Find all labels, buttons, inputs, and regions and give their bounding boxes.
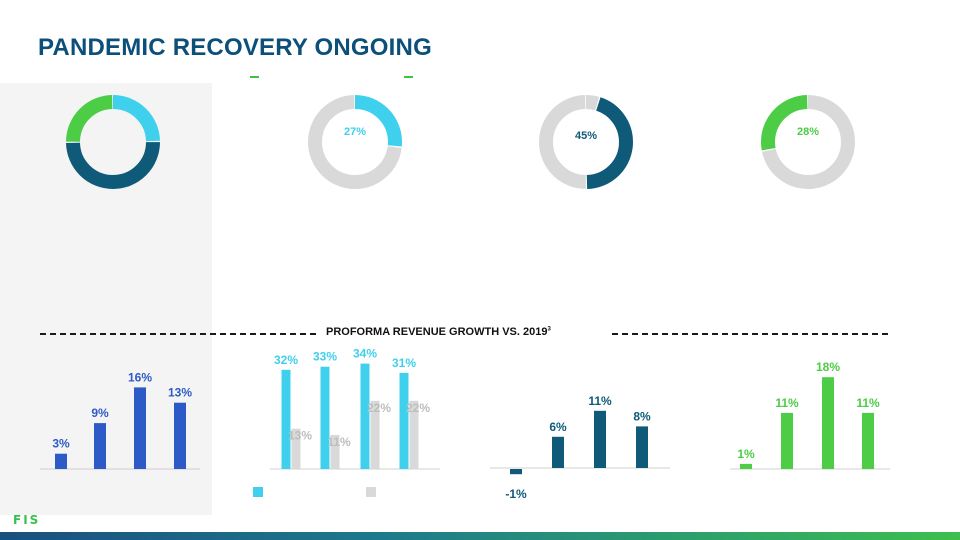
accent-dash-left xyxy=(250,76,259,78)
chart-3-bar-1-3 xyxy=(594,410,606,468)
chart-2-bar-2-2 xyxy=(330,434,340,469)
chart-2-label-2-2: 11% xyxy=(327,435,351,449)
donut-2 xyxy=(308,95,402,189)
chart-2-label-1-1: 32% xyxy=(274,353,298,367)
section-footnote: 3 xyxy=(547,326,551,333)
donut-3-label: 45% xyxy=(574,130,598,142)
chart-3-bar-1-1 xyxy=(510,469,522,475)
chart-2-bar-1-2 xyxy=(320,366,330,469)
chart-4-bar-1-2 xyxy=(781,412,793,469)
chart-1-bar-1-4 xyxy=(174,402,186,469)
donut-4-label: 28% xyxy=(796,126,820,138)
chart-2-label-1-4: 31% xyxy=(392,356,416,370)
chart-3-bar-1-2 xyxy=(552,436,564,468)
chart-4-bar-1-1 xyxy=(740,463,752,469)
section-rule-right xyxy=(612,333,888,335)
donut-3 xyxy=(539,95,633,189)
chart-1-label-1-2: 9% xyxy=(91,406,109,420)
donut-1 xyxy=(66,95,160,189)
chart-1-bar-1-3 xyxy=(134,387,146,469)
chart-2-label-2-4: 22% xyxy=(406,401,430,415)
chart-2-bar-2-3 xyxy=(370,400,380,469)
chart-1-label-1-3: 16% xyxy=(128,370,152,384)
chart-3-label-1-4: 8% xyxy=(633,409,651,423)
donut-4-segment-2 xyxy=(761,95,855,189)
fis-logo: FIS xyxy=(13,513,41,527)
chart-2-bar-1-4 xyxy=(399,372,409,469)
donut-2-segment-1 xyxy=(308,95,402,189)
legend-swatch-cyan xyxy=(253,487,263,497)
donut-3-segment-2 xyxy=(539,95,633,189)
chart-4-label-1-1: 1% xyxy=(737,447,755,461)
chart-1-bar-1-1 xyxy=(55,453,67,469)
page-title: PANDEMIC RECOVERY ONGOING xyxy=(38,34,432,61)
donut-4 xyxy=(761,95,855,189)
chart-2-label-1-3: 34% xyxy=(353,347,377,361)
chart-4-label-1-4: 11% xyxy=(856,396,880,410)
chart-1-bar-1-2 xyxy=(94,423,106,469)
chart-4-label-1-3: 18% xyxy=(816,360,840,374)
chart-4-bar-1-4 xyxy=(862,412,874,469)
chart-2-bar-1-3 xyxy=(360,363,370,469)
chart-1-label-1-4: 13% xyxy=(168,386,192,400)
legend-swatch-gray xyxy=(366,487,376,497)
section-title: PROFORMA REVENUE GROWTH VS. 20193 xyxy=(326,326,551,338)
chart-1-label-1-1: 3% xyxy=(52,437,70,451)
chart-3-bar-1-4 xyxy=(636,426,648,468)
chart-3-label-1-1: -1% xyxy=(505,487,527,501)
chart-2-bar-1-1 xyxy=(281,369,291,469)
donut-2-label: 27% xyxy=(343,126,367,138)
chart-4-label-1-2: 11% xyxy=(775,396,799,410)
chart-4-bar-1-3 xyxy=(822,377,834,469)
chart-2-bar-2-1 xyxy=(291,428,301,469)
section-rule-left xyxy=(40,333,316,335)
donut-3-segment-1 xyxy=(539,95,633,189)
chart-3-label-1-3: 11% xyxy=(588,394,612,408)
accent-dash-right xyxy=(404,76,413,78)
donut-1-segment-2 xyxy=(66,95,160,189)
donut-2-segment-2 xyxy=(308,95,402,189)
chart-3-label-1-2: 6% xyxy=(549,420,567,434)
footer-gradient-bar xyxy=(0,532,960,540)
chart-2-label-1-2: 33% xyxy=(313,350,337,364)
donut-3-segment-3 xyxy=(539,95,633,189)
chart-2-label-2-3: 22% xyxy=(367,401,391,415)
donut-4-segment-1 xyxy=(761,95,855,189)
donut-1-segment-1 xyxy=(66,95,160,189)
chart-2-label-2-1: 13% xyxy=(288,429,312,443)
chart-2-bar-2-4 xyxy=(409,400,419,469)
